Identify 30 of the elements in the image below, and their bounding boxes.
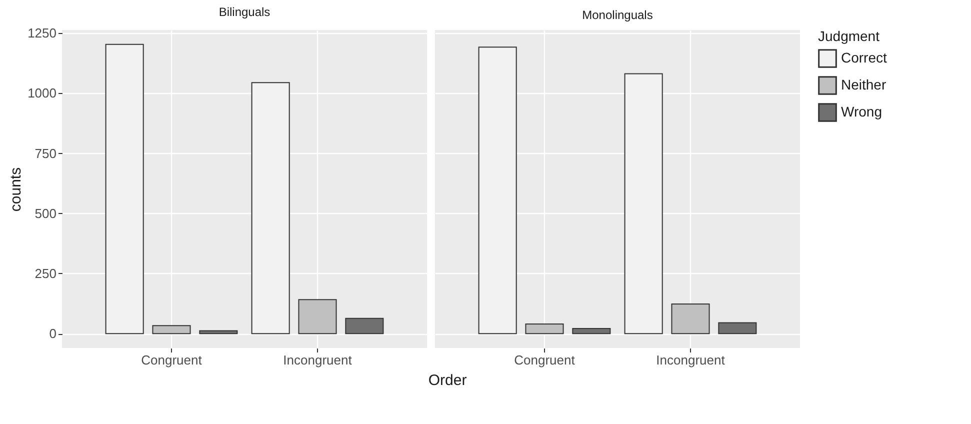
- bar: [105, 44, 144, 334]
- x-tick-label: Incongruent: [283, 352, 352, 368]
- bar: [572, 328, 611, 334]
- legend-label: Neither: [841, 76, 886, 92]
- x-tick-label: Incongruent: [656, 352, 726, 368]
- chart-title: Monolinguals: [582, 8, 653, 22]
- bar: [525, 323, 564, 334]
- y-axis-title: counts: [8, 167, 25, 212]
- x-axis-title: Order: [428, 372, 467, 389]
- bar: [251, 82, 290, 334]
- y-tick-label: 0: [49, 326, 56, 342]
- bar: [718, 322, 757, 334]
- x-tick-label: Congruent: [514, 352, 576, 368]
- legend-label: Wrong: [841, 104, 882, 120]
- bar: [478, 46, 517, 334]
- y-tick-label: 1250: [28, 26, 56, 41]
- x-tick-label: Congruent: [141, 352, 202, 368]
- chart-title: Bilinguals: [218, 5, 270, 20]
- bar: [345, 318, 384, 334]
- legend-title: Judgment: [818, 28, 880, 44]
- bar: [152, 325, 191, 334]
- bar: [298, 299, 337, 334]
- y-tick-label: 750: [34, 146, 56, 161]
- y-tick-label: 500: [34, 206, 56, 221]
- bar: [671, 304, 710, 334]
- bar: [199, 330, 238, 334]
- y-tick-label: 1000: [28, 86, 56, 101]
- bar: [624, 73, 663, 334]
- y-tick-label: 250: [34, 266, 56, 281]
- legend-label: Correct: [841, 50, 888, 66]
